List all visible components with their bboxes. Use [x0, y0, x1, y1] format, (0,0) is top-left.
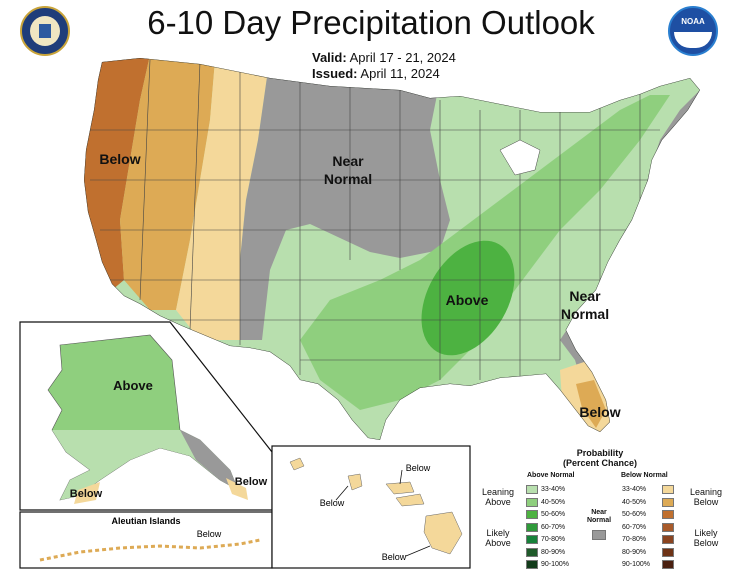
legend-near-2: Normal — [586, 517, 612, 524]
legend-below-swatch — [662, 535, 674, 544]
legend-leaning-above-2: Above — [485, 497, 511, 507]
alaska-inset — [19, 321, 273, 511]
legend-above-label: 80-90% — [541, 548, 566, 556]
issued-line: Issued: April 11, 2024 — [312, 66, 440, 81]
aleutian-chain — [39, 538, 261, 562]
page-title: 6-10 Day Precipitation Outlook — [147, 4, 595, 41]
legend-above-label: 70-80% — [541, 536, 566, 543]
florida-below-40 — [576, 380, 606, 428]
legend-above-label: 40-50% — [541, 498, 566, 506]
label-hawaii-below-3: Below — [382, 552, 407, 562]
legend-above-swatch — [526, 560, 538, 569]
label-east-near: Near — [569, 288, 601, 304]
legend-below-label: 50-60% — [622, 511, 647, 518]
legend-near-normal: Near Normal — [584, 509, 614, 525]
legend-below-label: 80-90% — [622, 548, 647, 556]
label-southeast-above: Above — [446, 292, 489, 308]
issued-value: April 11, 2024 — [360, 66, 440, 81]
noaa-logo-text: NOAA — [681, 17, 705, 26]
legend-below-swatch — [662, 510, 674, 519]
legend-below-swatch — [662, 522, 674, 532]
label-aleutian-title: Aleutian Islands — [111, 516, 180, 526]
legend-below-label: 40-50% — [622, 498, 647, 506]
legend-below-swatch — [662, 497, 674, 507]
legend-likely-above-1: Likely — [486, 528, 510, 538]
legend-above-swatch — [526, 497, 538, 507]
legend-below-label: 33-40% — [622, 486, 647, 493]
label-alaska-above: Above — [113, 378, 153, 393]
legend-above-swatch — [526, 547, 538, 557]
legend-above-swatch — [526, 522, 538, 532]
alaska-south-below — [74, 482, 100, 504]
legend-title-2: (Percent Chance) — [562, 458, 638, 468]
legend-above-label: 60-70% — [541, 523, 566, 531]
great-lakes — [499, 139, 541, 176]
alaska-panhandle-below — [226, 478, 248, 500]
legend-above-swatch — [526, 535, 538, 544]
legend-below-swatch — [662, 547, 674, 557]
legend-below-label: 70-80% — [622, 536, 647, 543]
legend-below-swatch — [662, 560, 674, 569]
alaska-panhandle-near — [180, 430, 238, 490]
legend-near-swatch — [592, 530, 606, 540]
state-lines — [90, 59, 660, 380]
legend-leaning-below-2: Below — [693, 497, 719, 507]
legend-near-1: Near — [591, 509, 607, 516]
near-normal-plains — [240, 70, 450, 340]
valid-value: April 17 - 21, 2024 — [349, 50, 456, 65]
label-alaska-south-below: Below — [70, 488, 103, 500]
label-aleutian-below: Below — [197, 529, 222, 539]
above-50-region — [421, 240, 515, 356]
legend-above-head: Above Normal — [527, 472, 575, 479]
valid-line: Valid: April 17 - 21, 2024 — [312, 50, 456, 65]
legend-above-swatch — [526, 485, 538, 494]
legend-above-label: 33-40% — [541, 486, 566, 493]
legend-likely-below-1: Likely — [694, 528, 718, 538]
legend-below-head: Below Normal — [621, 472, 668, 479]
legend-below-swatch — [662, 485, 674, 494]
legend-leaning-above-1: Leaning — [481, 487, 515, 497]
label-plains-near: Near — [332, 153, 364, 169]
label-east-normal: Normal — [561, 306, 609, 322]
aleutian-inset — [19, 511, 273, 569]
legend-above-label: 90-100% — [541, 561, 570, 568]
label-plains-normal: Normal — [324, 171, 372, 187]
label-hawaii-below-1: Below — [406, 463, 431, 473]
legend-above-label: 50-60% — [541, 511, 566, 518]
label-west-below: Below — [99, 151, 140, 167]
legend-title: Probability (Percent Chance) — [548, 448, 652, 468]
legend-below-label: 60-70% — [622, 523, 647, 531]
label-florida-below: Below — [579, 404, 620, 420]
hawaii-inset — [271, 445, 471, 569]
legend-leaning-above: Leaning Above — [474, 487, 522, 507]
commerce-seal-icon — [20, 6, 70, 56]
noaa-logo-icon: NOAA — [668, 6, 718, 56]
legend-likely-below-2: Below — [693, 538, 719, 548]
big-island — [423, 511, 463, 555]
legend-likely-above-2: Above — [485, 538, 511, 548]
below-40-region — [120, 58, 215, 310]
below-50-region — [84, 58, 150, 300]
valid-label: Valid: — [312, 50, 347, 65]
legend-title-1: Probability — [576, 448, 624, 458]
legend-above-swatch — [526, 510, 538, 519]
conus-map — [84, 58, 700, 440]
legend-likely-above: Likely Above — [474, 528, 522, 548]
label-alaska-panhandle-below: Below — [235, 476, 268, 488]
label-hawaii-below-2: Below — [320, 498, 345, 508]
legend-below-label: 90-100% — [622, 561, 651, 568]
legend-leaning-below: Leaning Below — [682, 487, 730, 507]
issued-label: Issued: — [312, 66, 358, 81]
legend-likely-below: Likely Below — [682, 528, 730, 548]
legend-leaning-below-1: Leaning — [689, 487, 723, 497]
